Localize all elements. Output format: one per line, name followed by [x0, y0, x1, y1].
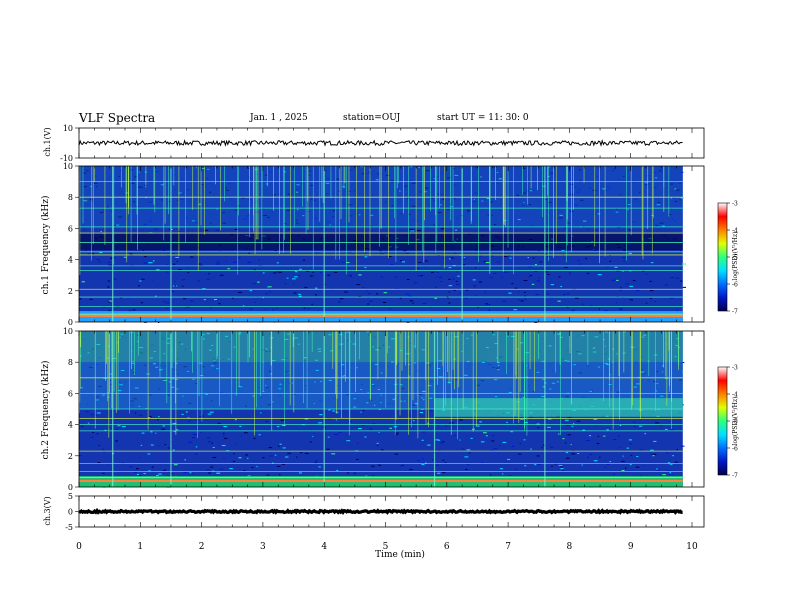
colorbar-tick-label: -3	[732, 365, 738, 372]
ch3-waveform	[78, 507, 683, 516]
ch1-colorbar: -3 -4 -5 -6 -7	[717, 201, 738, 316]
y-tick-label: 8	[68, 193, 73, 202]
colorbar-tick-label: -5	[732, 419, 738, 426]
ch1-colorbar-label: log(PSD)(V²/Hz)	[732, 232, 739, 281]
x-tick-label: 1	[137, 542, 143, 552]
colorbar-tick-label: -4	[732, 392, 738, 399]
y-tick-label: 0	[68, 318, 73, 327]
ch2-colorbar: -3 -4 -5 -6 -7	[717, 365, 738, 480]
colorbar-tick-label: -5	[732, 255, 738, 262]
x-tick-label: 3	[260, 542, 266, 552]
ch1-waveform	[78, 139, 683, 147]
y-tick-label: -10	[60, 154, 73, 163]
y-tick-label: 0	[68, 483, 73, 492]
x-tick-label: 7	[505, 542, 511, 552]
x-tick-label: 6	[444, 542, 450, 552]
start-time-label: start UT = 11: 30: 0	[437, 113, 529, 123]
colorbar-tick-label: -6	[732, 282, 738, 289]
y-tick-label: 0	[68, 508, 73, 517]
y-tick-label: 4	[68, 421, 73, 430]
colorbar-tick-label: -4	[732, 228, 738, 235]
date-label: Jan. 1 , 2025	[250, 113, 308, 123]
x-tick-label: 5	[383, 542, 389, 552]
y-tick-label: 6	[68, 389, 73, 398]
colorbar-tick-label: -7	[732, 473, 738, 480]
ch1-waveform-ylabel: ch.1(V)	[43, 127, 52, 156]
x-tick-label: 0	[76, 542, 82, 552]
colorbar-tick-label: -6	[732, 446, 738, 453]
y-tick-label: -5	[65, 523, 73, 532]
y-tick-label: 4	[68, 256, 73, 265]
x-tick-label: 9	[628, 542, 634, 552]
x-tick-label: 4	[321, 542, 327, 552]
x-tick-label: 10	[686, 542, 698, 552]
station-label: station=OUJ	[343, 113, 401, 123]
ch2-spectrogram	[79, 331, 685, 488]
ch1-spectrogram	[79, 166, 686, 323]
y-tick-label: 5	[68, 492, 73, 501]
colorbar-tick-label: -7	[732, 309, 738, 316]
x-axis-label: Time (min)	[375, 549, 425, 560]
y-tick-label: 10	[63, 327, 73, 336]
y-tick-label: 6	[68, 224, 73, 233]
y-tick-label: 2	[68, 287, 73, 296]
ch3-waveform-ylabel: ch.3(V)	[43, 496, 52, 525]
y-tick-label: 10	[63, 124, 73, 133]
ch2-colorbar-label: log(PSD)(V²/Hz)	[732, 397, 739, 446]
y-tick-label: 2	[68, 452, 73, 461]
chart-title: VLF Spectra	[79, 111, 156, 125]
ch2-spectrogram-ylabel: ch.2 Frequency (kHz)	[40, 361, 51, 460]
ch1-spectrogram-ylabel: ch.1 Frequency (kHz)	[40, 196, 51, 295]
x-tick-label: 8	[567, 542, 573, 552]
y-tick-label: 8	[68, 358, 73, 367]
colorbar-tick-label: -3	[732, 201, 738, 208]
x-tick-label: 2	[199, 542, 205, 552]
y-tick-label: 10	[63, 162, 73, 171]
